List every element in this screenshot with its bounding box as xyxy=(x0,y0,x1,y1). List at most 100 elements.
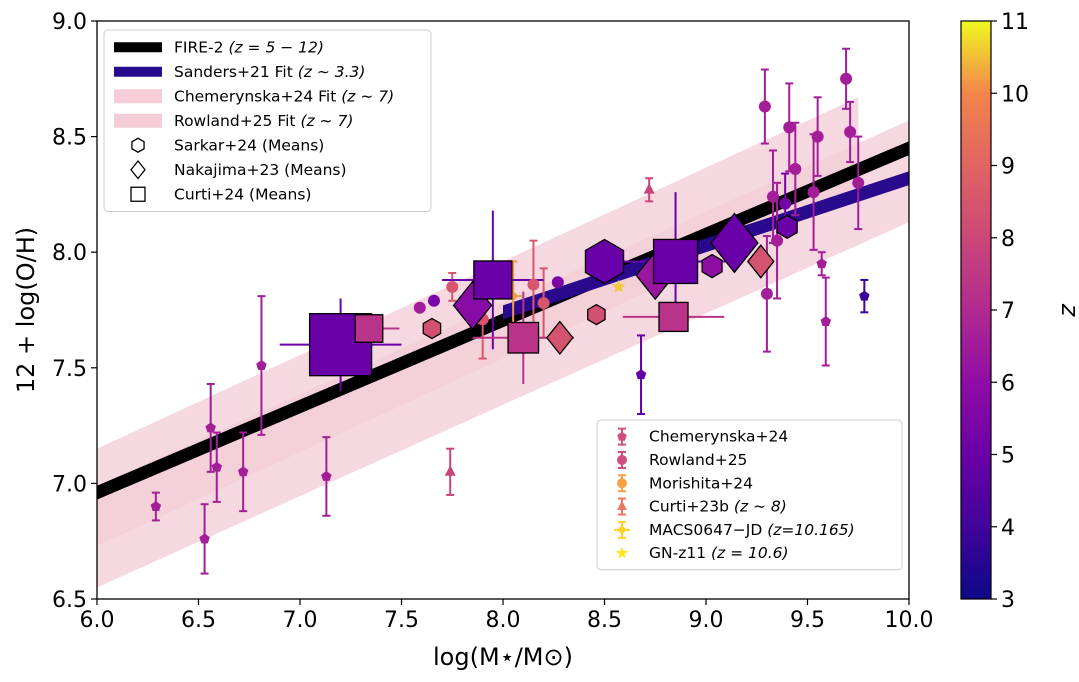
mean-2-3 xyxy=(507,321,540,354)
point-0-3 xyxy=(211,461,223,472)
point-1-12 xyxy=(844,125,857,138)
fit-line-0 xyxy=(97,141,909,500)
legend-lower-entry-1: Rowland+25 xyxy=(617,450,747,469)
mean-0-3 xyxy=(776,214,798,240)
point-0-5 xyxy=(256,359,267,370)
point-1-4 xyxy=(760,287,773,300)
colorbar-tick-label-2: 5 xyxy=(1001,444,1015,469)
point-2-0 xyxy=(446,280,459,293)
legend-lower: Chemerynska+24 Rowland+25 Morishita+24 Curt… xyxy=(596,419,903,571)
legend-marker xyxy=(131,137,145,154)
point-0-8 xyxy=(820,316,832,327)
legend-marker xyxy=(617,454,627,465)
x-tick-label-2: 7.0 xyxy=(283,608,318,633)
x-tick-label-6: 9.0 xyxy=(689,608,724,633)
colorbar-tick-label-4: 7 xyxy=(1001,299,1015,324)
axes: 6.0 6.5 7.0 7.5 8.0 8.5 9.0 9.5 10.06.57.07.58.0… xyxy=(12,10,933,671)
mean-2-5 xyxy=(652,238,699,285)
point-0-7 xyxy=(635,369,647,380)
legend-upper-entry-1: Sanders+21 Fit (z ∼ 3.3) xyxy=(114,63,365,81)
legend-lower-frame xyxy=(596,419,903,571)
point-5-0 xyxy=(611,279,626,293)
mean-2-2 xyxy=(473,260,513,300)
legend-label: Morishita+24 xyxy=(649,474,753,492)
point-0-2 xyxy=(205,422,216,433)
y-tick-label-1: 7.0 xyxy=(52,472,87,497)
y-tick-label-3: 8.0 xyxy=(52,241,87,266)
mean-0-1 xyxy=(587,303,606,326)
legend-lower-entry-3: Curti+23b (z ∼ 8) xyxy=(617,497,787,516)
point-0-4 xyxy=(237,466,249,477)
legend-label: Rowland+25 xyxy=(649,451,747,469)
mean-2-4 xyxy=(658,301,689,333)
y-axis-label: 12 + log(O/H) xyxy=(12,227,40,393)
legend-label-suffix: (z ∼ 7) xyxy=(341,87,394,105)
point-1-8 xyxy=(789,162,802,175)
legend-label-suffix: (z=10.165) xyxy=(767,521,854,539)
point-0-6 xyxy=(321,470,332,481)
colorbar-tick-label-5: 8 xyxy=(1001,227,1015,252)
legend-label: Rowland+25 Fit (z ∼ 7) xyxy=(174,112,353,130)
legend-lower-entry-4: MACS0647−JD (z=10.165) xyxy=(614,520,855,539)
legend-upper-entry-3: Rowland+25 Fit (z ∼ 7) xyxy=(114,112,353,130)
y-tick-label-0: 6.5 xyxy=(52,588,87,613)
legend-upper-frame xyxy=(103,29,432,212)
mean-0-2 xyxy=(584,238,625,285)
point-1-14 xyxy=(779,197,792,210)
colorbar-tick-label-3: 6 xyxy=(1001,371,1015,396)
legend-marker xyxy=(614,521,630,538)
legend-line-swatch xyxy=(114,66,162,77)
legend-label: Nakajima+23 (Means) xyxy=(174,161,347,179)
colorbar-tick-label-0: 3 xyxy=(1001,588,1015,613)
legend-label: MACS0647−JD (z=10.165) xyxy=(649,521,855,539)
point-0-10 xyxy=(816,258,827,269)
legend-label: Sanders+21 Fit (z ∼ 3.3) xyxy=(174,63,365,81)
point-3-1 xyxy=(643,183,655,194)
legend-line-swatch xyxy=(114,42,162,53)
point-1-10 xyxy=(811,130,824,143)
colorbar-gradient xyxy=(960,20,992,600)
legend-marker xyxy=(617,478,627,489)
x-tick-label-7: 9.5 xyxy=(790,608,825,633)
legend-band-swatch xyxy=(114,113,162,128)
legend-label: Curti+23b (z ∼ 8) xyxy=(649,498,787,516)
x-tick-label-8: 10.0 xyxy=(885,608,934,633)
point-1-13 xyxy=(852,176,865,189)
colorbar-tick-label-1: 4 xyxy=(1001,516,1015,541)
colorbar-label: z xyxy=(1056,303,1079,318)
legend-marker xyxy=(130,159,146,180)
legend-label: GN-z11 (z = 10.6) xyxy=(649,544,789,562)
data-points xyxy=(150,72,870,544)
legend-label-suffix: (z ∼ 3.3) xyxy=(298,63,366,81)
mean-2-1 xyxy=(354,314,384,343)
point-1-2 xyxy=(551,276,564,289)
legend-marker xyxy=(617,431,627,441)
legend-upper-entry-6: Curti+24 (Means) xyxy=(130,185,311,203)
point-2-2 xyxy=(527,278,540,291)
point-2-3 xyxy=(537,297,550,310)
point-0-9 xyxy=(859,290,870,301)
plus-dot xyxy=(618,526,626,534)
legend-upper-entry-2: Chemerynska+24 Fit (z ∼ 7) xyxy=(114,87,394,105)
legend-lower-entry-5: GN-z11 (z = 10.6) xyxy=(615,544,789,562)
y-tick-label-5: 9.0 xyxy=(52,10,87,35)
legend-band-swatch xyxy=(114,89,162,104)
colorbar: 3 4 5 6 7 8 9 10 11 z xyxy=(960,10,1079,613)
colorbar-tick-label-8: 11 xyxy=(1001,10,1029,35)
point-1-9 xyxy=(807,186,820,199)
mean-0-4 xyxy=(701,253,723,279)
x-tick-label-1: 6.5 xyxy=(181,608,216,633)
point-3-0 xyxy=(444,465,456,476)
x-tick-label-3: 7.5 xyxy=(384,608,419,633)
legend-label-suffix: (z = 10.6) xyxy=(711,544,789,562)
y-tick-label-4: 8.5 xyxy=(52,126,87,151)
mean-1-4 xyxy=(746,244,775,279)
legend-upper-entry-5: Nakajima+23 (Means) xyxy=(130,159,347,180)
mean-0-0 xyxy=(422,317,442,340)
colorbar-tick-label-7: 10 xyxy=(1001,82,1029,107)
mean-1-3 xyxy=(710,212,759,274)
point-0-0 xyxy=(150,501,162,511)
point-1-1 xyxy=(427,294,440,307)
legend-upper-entry-0: FIRE-2 (z = 5 − 12) xyxy=(114,38,324,56)
mean-1-1 xyxy=(546,320,574,356)
